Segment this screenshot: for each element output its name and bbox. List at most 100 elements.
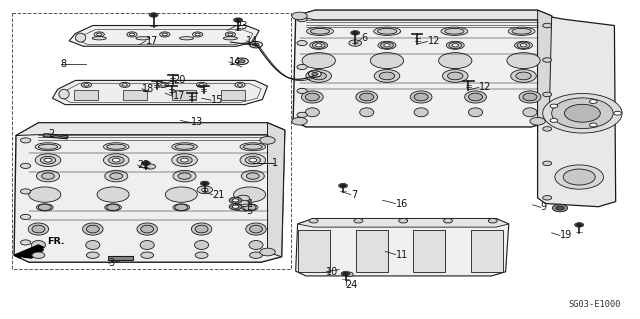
Text: 13: 13 bbox=[191, 117, 203, 128]
Circle shape bbox=[241, 170, 264, 182]
Ellipse shape bbox=[36, 204, 53, 211]
Circle shape bbox=[589, 123, 597, 127]
Circle shape bbox=[339, 183, 348, 188]
Circle shape bbox=[449, 42, 461, 48]
Circle shape bbox=[232, 205, 239, 208]
Text: 16: 16 bbox=[396, 198, 408, 209]
Ellipse shape bbox=[172, 143, 197, 151]
Circle shape bbox=[309, 219, 318, 223]
Circle shape bbox=[577, 224, 582, 226]
Ellipse shape bbox=[86, 241, 100, 249]
Text: FR.: FR. bbox=[47, 237, 65, 246]
Circle shape bbox=[589, 100, 597, 103]
Ellipse shape bbox=[378, 41, 396, 49]
Circle shape bbox=[384, 44, 390, 47]
Circle shape bbox=[374, 70, 400, 82]
Polygon shape bbox=[296, 10, 552, 20]
Circle shape bbox=[260, 137, 275, 144]
Circle shape bbox=[237, 195, 250, 202]
Circle shape bbox=[122, 84, 127, 86]
Circle shape bbox=[312, 72, 318, 76]
Circle shape bbox=[143, 162, 148, 165]
Text: 4: 4 bbox=[246, 199, 253, 209]
Circle shape bbox=[552, 98, 613, 129]
Circle shape bbox=[614, 111, 621, 115]
Circle shape bbox=[353, 32, 358, 34]
Circle shape bbox=[516, 72, 531, 80]
Text: 20: 20 bbox=[173, 75, 185, 85]
Circle shape bbox=[107, 204, 120, 211]
Circle shape bbox=[236, 58, 248, 64]
Circle shape bbox=[517, 42, 530, 48]
Circle shape bbox=[354, 219, 363, 223]
Polygon shape bbox=[52, 80, 268, 105]
Text: 2: 2 bbox=[48, 129, 54, 139]
Ellipse shape bbox=[137, 223, 157, 235]
Ellipse shape bbox=[519, 91, 541, 103]
Circle shape bbox=[195, 252, 208, 258]
Circle shape bbox=[243, 204, 256, 211]
Circle shape bbox=[129, 33, 134, 36]
Polygon shape bbox=[538, 10, 552, 122]
Circle shape bbox=[292, 12, 307, 20]
Circle shape bbox=[343, 272, 348, 275]
Circle shape bbox=[543, 127, 552, 131]
Circle shape bbox=[564, 104, 600, 122]
Text: 17: 17 bbox=[173, 91, 185, 101]
Circle shape bbox=[104, 154, 129, 167]
Circle shape bbox=[297, 88, 307, 93]
Circle shape bbox=[442, 70, 468, 82]
Circle shape bbox=[312, 42, 325, 48]
Circle shape bbox=[555, 165, 604, 189]
Circle shape bbox=[543, 196, 552, 200]
Circle shape bbox=[245, 156, 260, 164]
Circle shape bbox=[351, 31, 360, 35]
Bar bbox=[74, 90, 98, 100]
Ellipse shape bbox=[243, 144, 262, 149]
Ellipse shape bbox=[31, 241, 45, 249]
Circle shape bbox=[229, 204, 242, 210]
Polygon shape bbox=[538, 16, 616, 207]
Circle shape bbox=[250, 41, 262, 48]
Circle shape bbox=[110, 173, 123, 179]
Circle shape bbox=[543, 58, 552, 62]
Circle shape bbox=[235, 82, 245, 87]
Circle shape bbox=[341, 271, 350, 276]
Text: 6: 6 bbox=[362, 33, 368, 43]
Circle shape bbox=[249, 158, 257, 162]
Polygon shape bbox=[538, 16, 554, 127]
Ellipse shape bbox=[410, 91, 432, 103]
Ellipse shape bbox=[59, 89, 69, 99]
Circle shape bbox=[175, 204, 188, 211]
Ellipse shape bbox=[468, 108, 483, 117]
Text: 8: 8 bbox=[61, 59, 67, 69]
Ellipse shape bbox=[107, 144, 126, 149]
Ellipse shape bbox=[191, 223, 212, 235]
Circle shape bbox=[86, 252, 99, 258]
Text: 9: 9 bbox=[541, 202, 547, 212]
Circle shape bbox=[229, 197, 242, 204]
Circle shape bbox=[297, 112, 307, 117]
Text: 21: 21 bbox=[212, 189, 225, 200]
Circle shape bbox=[543, 93, 622, 133]
Circle shape bbox=[149, 13, 158, 17]
Circle shape bbox=[550, 104, 558, 108]
Ellipse shape bbox=[140, 241, 154, 249]
Circle shape bbox=[444, 219, 452, 223]
Circle shape bbox=[20, 240, 31, 245]
Ellipse shape bbox=[35, 143, 61, 151]
Ellipse shape bbox=[246, 223, 266, 235]
Ellipse shape bbox=[378, 28, 397, 34]
Bar bbox=[43, 134, 68, 139]
Circle shape bbox=[575, 223, 584, 227]
Circle shape bbox=[120, 82, 130, 87]
Circle shape bbox=[113, 158, 120, 162]
Text: 24: 24 bbox=[346, 279, 358, 290]
Ellipse shape bbox=[250, 225, 262, 233]
Circle shape bbox=[340, 184, 346, 187]
Ellipse shape bbox=[374, 27, 401, 35]
Circle shape bbox=[543, 92, 552, 97]
Circle shape bbox=[297, 17, 307, 22]
Text: 14: 14 bbox=[229, 57, 241, 67]
Polygon shape bbox=[298, 219, 509, 227]
